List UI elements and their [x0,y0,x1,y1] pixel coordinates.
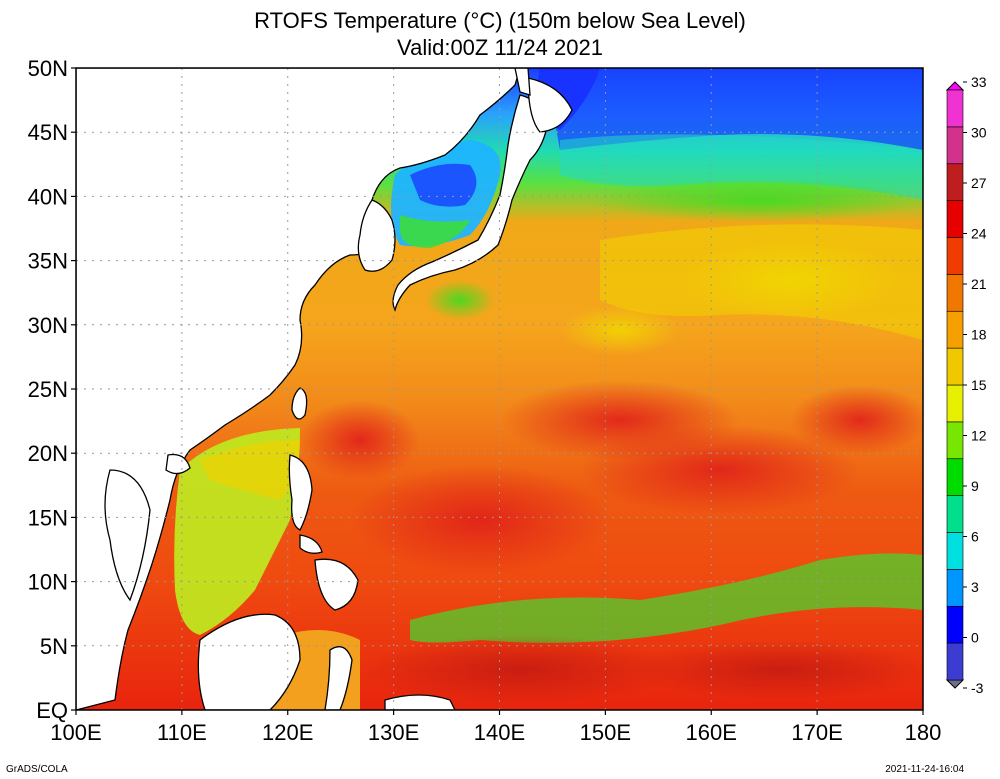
colorbar-segment [946,347,964,386]
colorbar-segment [946,274,964,312]
colorbar-segment [946,126,964,165]
lat-tick-label: 40N [28,184,68,209]
colorbar-label: 15 [971,377,987,393]
colorbar-segment [946,532,964,570]
map-subtitle: Valid:00Z 11/24 2021 [397,35,603,60]
colorbar-label: 21 [971,276,987,292]
longitude-tick-labels: 100E 110E 120E 130E 140E 150E 160E 170E 180 [50,710,941,745]
lon-tick-label: 120E [262,720,313,745]
colorbar-label: 12 [971,428,987,444]
lon-tick-label: 100E [50,720,101,745]
lat-tick-label: EQ [36,698,68,723]
colorbar-label: 0 [971,630,979,646]
lat-tick-label: 5N [40,634,68,659]
colorbar: -3 0 3 6 9 12 15 18 21 24 27 30 33 [945,74,987,696]
colorbar-bottom-arrow [945,679,965,689]
colorbar-label: 9 [971,478,979,494]
colorbar-segment [946,237,964,275]
colorbar-label: 6 [971,529,979,545]
colorbar-label: 27 [971,175,987,191]
lon-tick-label: 140E [474,720,525,745]
map-title: RTOFS Temperature (°C) (150m below Sea L… [254,8,746,33]
timestamp-label: 2021-11-24-16:04 [885,764,964,775]
lon-tick-label: 160E [686,720,737,745]
lon-tick-label: 150E [580,720,631,745]
colorbar-label: 18 [971,327,987,343]
colorbar-label: 33 [971,74,987,90]
lat-tick-label: 20N [28,441,68,466]
colorbar-label: 24 [971,226,987,242]
lat-tick-label: 35N [28,249,68,274]
lat-tick-label: 15N [28,505,68,530]
lon-tick-label: 180 [905,720,942,745]
lat-tick-label: 30N [28,313,68,338]
colorbar-segment [946,605,964,644]
lon-tick-label: 170E [791,720,842,745]
colorbar-segment [946,163,964,201]
lat-lon-grid [76,68,923,710]
colorbar-segment [946,310,964,349]
lat-tick-label: 50N [28,56,68,81]
land-coastlines [76,68,573,710]
lat-tick-label: 10N [28,570,68,595]
colorbar-top-arrow [945,81,965,91]
lon-tick-label: 130E [368,720,419,745]
colorbar-segment [946,421,964,460]
lon-tick-label: 110E [157,720,207,745]
colorbar-segment [946,89,964,128]
latitude-tick-labels: EQ 5N 10N 15N 20N 25N 30N 35N 40N 45N 50N [28,56,76,723]
lat-tick-label: 45N [28,120,68,145]
lat-tick-label: 25N [28,377,68,402]
colorbar-label: 3 [971,579,979,595]
colorbar-segment [946,200,964,238]
colorbar-segment [946,569,964,607]
colorbar-segment [946,495,964,533]
colorbar-label: 30 [971,125,987,141]
colorbar-segment [946,458,964,496]
colorbar-segment [946,642,964,681]
credit-label: GrADS/COLA [6,764,68,775]
colorbar-label: -3 [971,680,984,696]
colorbar-segment [946,384,964,423]
